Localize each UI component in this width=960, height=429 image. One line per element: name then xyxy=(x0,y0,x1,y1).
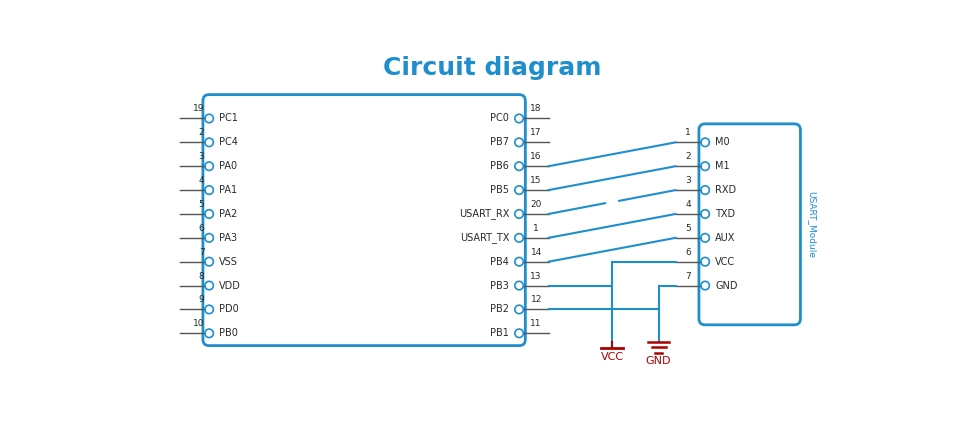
Text: GND: GND xyxy=(646,356,671,366)
Text: 2: 2 xyxy=(199,128,204,137)
Text: 11: 11 xyxy=(531,319,542,328)
Text: GND: GND xyxy=(715,281,737,290)
Text: 12: 12 xyxy=(531,296,541,305)
Text: 6: 6 xyxy=(199,224,204,233)
Text: 17: 17 xyxy=(531,128,542,137)
Text: USART_Module: USART_Module xyxy=(806,191,816,258)
Text: M0: M0 xyxy=(715,137,730,147)
Text: 10: 10 xyxy=(193,319,204,328)
Text: 8: 8 xyxy=(199,272,204,281)
Text: 20: 20 xyxy=(531,200,541,209)
Text: 1: 1 xyxy=(685,128,691,137)
Text: PA1: PA1 xyxy=(219,185,237,195)
Text: PC1: PC1 xyxy=(219,113,238,124)
Text: PA0: PA0 xyxy=(219,161,237,171)
Text: 14: 14 xyxy=(531,248,541,257)
Text: VCC: VCC xyxy=(601,352,624,362)
Text: USART_RX: USART_RX xyxy=(459,208,509,219)
Text: 4: 4 xyxy=(199,176,204,185)
Text: USART_TX: USART_TX xyxy=(460,233,509,243)
Text: 4: 4 xyxy=(685,200,691,209)
Text: PB4: PB4 xyxy=(491,257,509,267)
Text: PC4: PC4 xyxy=(219,137,238,147)
Text: 5: 5 xyxy=(199,200,204,209)
Text: 7: 7 xyxy=(199,248,204,257)
Text: M1: M1 xyxy=(715,161,730,171)
Text: PD0: PD0 xyxy=(219,305,239,314)
Text: 19: 19 xyxy=(193,105,204,113)
Text: PB5: PB5 xyxy=(490,185,509,195)
Text: 9: 9 xyxy=(199,296,204,305)
Text: 5: 5 xyxy=(685,224,691,233)
Text: PB0: PB0 xyxy=(219,328,238,338)
Text: PB3: PB3 xyxy=(491,281,509,290)
Text: TXD: TXD xyxy=(715,209,735,219)
Text: 2: 2 xyxy=(685,152,691,161)
Text: PB2: PB2 xyxy=(490,305,509,314)
Text: PB7: PB7 xyxy=(490,137,509,147)
Text: 13: 13 xyxy=(531,272,542,281)
Text: VSS: VSS xyxy=(219,257,238,267)
Text: VCC: VCC xyxy=(715,257,735,267)
Text: PB1: PB1 xyxy=(491,328,509,338)
Text: 3: 3 xyxy=(685,176,691,185)
Text: PB6: PB6 xyxy=(491,161,509,171)
Text: 3: 3 xyxy=(199,152,204,161)
Text: PA3: PA3 xyxy=(219,233,237,243)
Text: Circuit diagram: Circuit diagram xyxy=(383,56,601,80)
Text: 7: 7 xyxy=(685,272,691,281)
Text: 6: 6 xyxy=(685,248,691,257)
Text: RXD: RXD xyxy=(715,185,736,195)
Text: 18: 18 xyxy=(531,105,542,113)
Text: PA2: PA2 xyxy=(219,209,237,219)
Text: 1: 1 xyxy=(534,224,540,233)
Text: 16: 16 xyxy=(531,152,542,161)
Text: PC0: PC0 xyxy=(491,113,509,124)
Text: 15: 15 xyxy=(531,176,542,185)
Text: AUX: AUX xyxy=(715,233,735,243)
Text: VDD: VDD xyxy=(219,281,241,290)
